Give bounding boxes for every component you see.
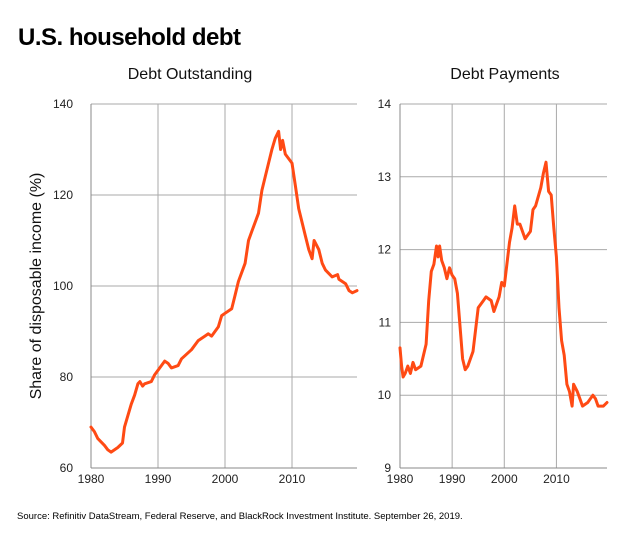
y-tick-label: 12: [378, 243, 392, 257]
y-axis-label: Share of disposable income (%): [28, 173, 45, 400]
y-tick-label: 80: [60, 370, 74, 384]
y-tick-label: 60: [60, 461, 74, 475]
y-tick-label: 140: [53, 97, 73, 111]
y-tick-label: 9: [384, 461, 391, 475]
x-tick-label: 2000: [491, 472, 518, 486]
series-line: [89, 129, 359, 454]
y-tick-label: 14: [378, 97, 392, 111]
y-tick-label: 100: [53, 279, 73, 293]
y-tick-label: 13: [378, 170, 392, 184]
y-tick-label: 11: [379, 315, 392, 329]
x-tick-label: 1980: [387, 472, 414, 486]
series-line: [398, 160, 609, 408]
x-tick-label: 1990: [145, 472, 172, 486]
x-tick-label: 2000: [212, 472, 239, 486]
source-note: Source: Refinitiv DataStream, Federal Re…: [17, 511, 463, 522]
y-tick-label: 10: [378, 388, 392, 402]
figure-title: U.S. household debt: [18, 24, 241, 51]
chart-title: Debt Outstanding: [128, 66, 253, 83]
x-tick-label: 2010: [543, 472, 570, 486]
chart-title: Debt Payments: [450, 66, 559, 83]
x-tick-label: 1980: [78, 472, 105, 486]
x-tick-label: 1990: [439, 472, 466, 486]
x-tick-label: 2010: [279, 472, 306, 486]
y-tick-label: 120: [53, 188, 73, 202]
